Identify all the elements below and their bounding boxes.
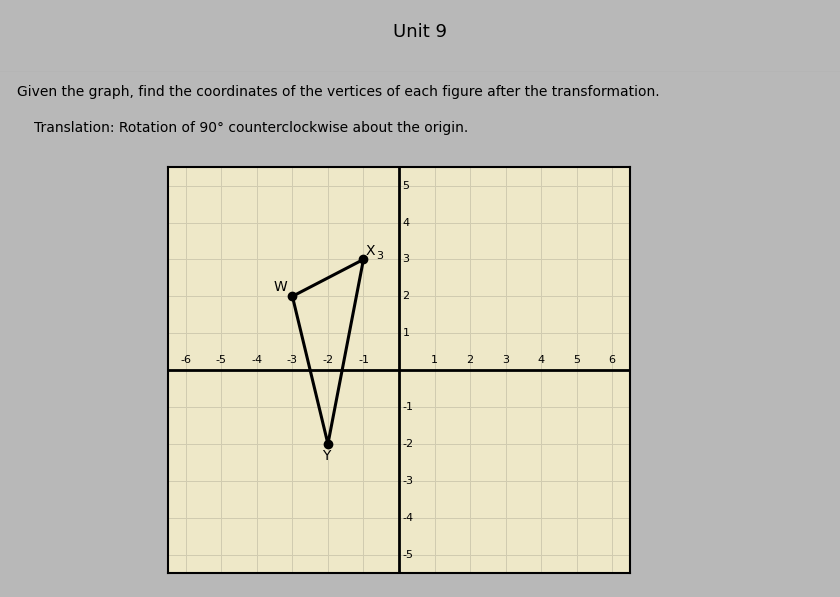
Text: 5: 5 [402,181,410,190]
Text: -6: -6 [181,355,192,365]
Text: -3: -3 [287,355,298,365]
Text: -4: -4 [251,355,262,365]
Text: -2: -2 [402,439,413,449]
Text: -5: -5 [402,550,413,559]
Text: 3: 3 [376,251,383,261]
Text: W: W [273,281,287,294]
Text: Translation: Rotation of 90° counterclockwise about the origin.: Translation: Rotation of 90° countercloc… [34,121,468,135]
Text: X: X [365,244,375,257]
Text: Y: Y [322,450,330,463]
Text: 1: 1 [431,355,438,365]
Text: -3: -3 [402,476,413,486]
Text: 6: 6 [609,355,616,365]
Text: 2: 2 [402,291,410,301]
Text: 1: 1 [402,328,410,338]
Text: -2: -2 [323,355,333,365]
Text: 5: 5 [573,355,580,365]
Text: 2: 2 [466,355,474,365]
Text: -1: -1 [358,355,369,365]
Text: 3: 3 [502,355,509,365]
Text: Unit 9: Unit 9 [393,23,447,41]
Text: 3: 3 [402,254,410,264]
Text: Given the graph, find the coordinates of the vertices of each figure after the t: Given the graph, find the coordinates of… [17,85,659,99]
Text: 4: 4 [538,355,544,365]
Text: 4: 4 [402,217,410,227]
Text: -4: -4 [402,513,413,523]
Text: -1: -1 [402,402,413,412]
Text: -5: -5 [216,355,227,365]
